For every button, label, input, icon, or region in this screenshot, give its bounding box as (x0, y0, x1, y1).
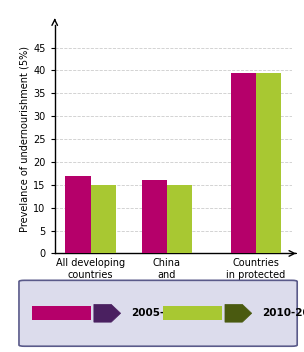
Bar (164, 306, 222, 320)
Y-axis label: Prevelance of undernourishment (5%): Prevelance of undernourishment (5%) (19, 46, 29, 232)
Bar (142, 180, 167, 253)
Bar (231, 73, 256, 253)
Bar (256, 73, 281, 253)
Polygon shape (94, 304, 121, 322)
Bar (65, 176, 91, 253)
Bar (32, 306, 91, 320)
Bar (167, 185, 192, 253)
Text: 2010-2012: 2010-2012 (262, 308, 304, 318)
FancyBboxPatch shape (19, 280, 297, 346)
Bar (91, 185, 116, 253)
Text: 2005-2007: 2005-2007 (131, 308, 194, 318)
Polygon shape (225, 304, 252, 322)
